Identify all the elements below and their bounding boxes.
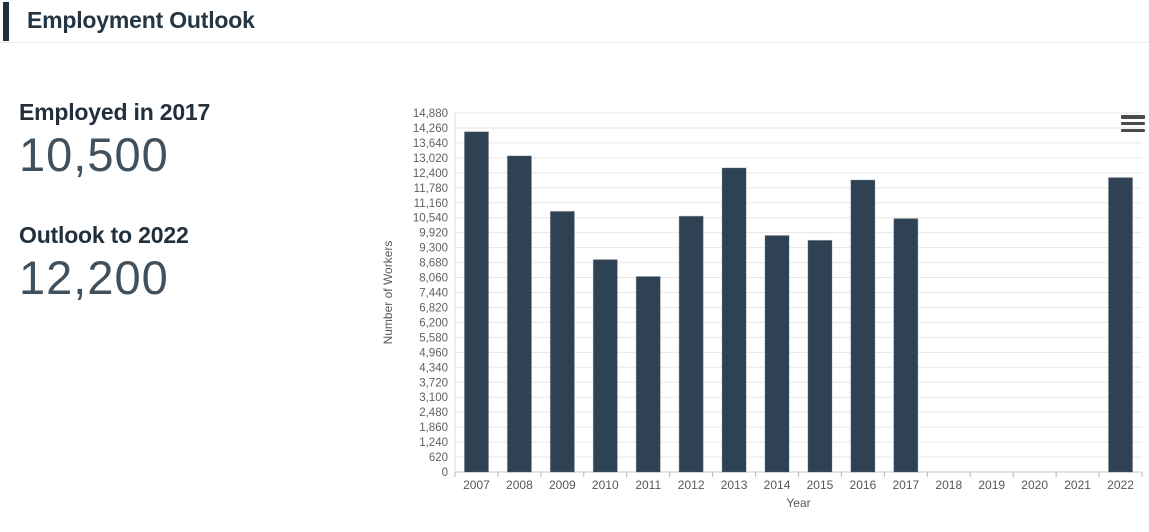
x-tick-label: 2012 [678,478,705,492]
bar-2022[interactable] [1108,177,1134,473]
page-title: Employment Outlook [27,7,255,33]
y-tick-label: 7,440 [419,288,448,300]
x-tick-label: 2013 [721,478,748,492]
y-tick-label: 2,480 [419,407,448,419]
chart-context-menu-button[interactable] [1121,114,1146,133]
employment-bar-chart: 0 620 1,240 1,860 2,480 3,100 3,720 4,340 4,960 5… [380,95,1149,532]
bar-2013[interactable] [721,167,747,473]
y-tick-label: 1,240 [419,437,448,449]
y-tick-label: 5,580 [419,332,448,344]
bar-2007[interactable] [463,131,489,473]
y-tick-label: 14,880 [413,108,448,120]
x-tick-label: 2011 [635,478,661,492]
y-tick-label: 4,960 [419,347,448,359]
bar-chart-canvas: 0 620 1,240 1,860 2,480 3,100 3,720 4,340 4,960 5… [381,108,1143,510]
x-tick-label: 2007 [463,478,490,492]
stat-employed-value: 10,500 [19,128,169,181]
x-tick-label: 2017 [892,478,919,492]
x-axis-title: Year [786,496,810,510]
x-tick-label: 2014 [764,478,791,492]
stat-employed-label: Employed in 2017 [19,99,211,125]
bar-2015[interactable] [807,239,833,473]
y-tick-label: 1,860 [419,422,448,434]
stat-outlook-value: 12,200 [19,251,169,304]
y-tick-label: 0 [442,467,448,479]
x-tick-label: 2010 [592,478,619,492]
x-tick-label: 2008 [506,478,533,492]
y-tick-label: 11,780 [414,183,448,195]
bar-2009[interactable] [549,210,575,473]
y-tick-label: 13,020 [413,153,448,165]
x-tick-label: 2015 [807,478,834,492]
bar-2014[interactable] [764,235,790,473]
stat-outlook-label: Outlook to 2022 [19,222,189,248]
y-tick-label: 4,340 [419,362,448,374]
y-tick-label: 9,300 [419,243,448,255]
x-tick-label: 2018 [935,478,962,492]
y-tick-label: 13,640 [413,138,448,150]
x-tick-label: 2021 [1064,478,1091,492]
y-tick-label: 3,100 [419,392,448,404]
y-tick-label: 6,200 [419,317,448,329]
page-header: Employment Outlook [0,0,1149,43]
y-tick-label: 14,260 [413,123,448,135]
stats-panel: Employed in 2017 10,500 Outlook to 2022 … [19,97,359,306]
hamburger-icon [1121,128,1145,132]
y-tick-label: 10,540 [413,213,448,225]
header-accent-bar [3,2,9,41]
y-tick-label: 3,720 [419,377,448,389]
y-tick-label: 8,680 [419,258,448,270]
bar-2012[interactable] [678,215,704,473]
y-tick-label: 8,060 [419,273,448,285]
bar-2010[interactable] [592,259,618,473]
bar-2016[interactable] [850,179,876,473]
stat-employed-2017: Employed in 2017 10,500 [19,97,359,183]
y-tick-label: 620 [429,452,448,464]
x-tick-label: 2022 [1107,478,1134,492]
bar-2017[interactable] [893,218,919,473]
bar-2011[interactable] [635,276,661,473]
y-tick-label: 6,820 [419,302,448,314]
bar-2008[interactable] [506,155,532,473]
hamburger-icon [1121,115,1145,119]
y-axis-title: Number of Workers [381,241,395,345]
stat-outlook-2022: Outlook to 2022 12,200 [19,220,359,306]
x-tick-label: 2016 [850,478,877,492]
y-tick-label: 11,160 [414,198,448,210]
x-tick-label: 2020 [1021,478,1048,492]
x-tick-label: 2019 [978,478,1005,492]
y-tick-label: 12,400 [413,168,448,180]
x-tick-label: 2009 [549,478,576,492]
hamburger-icon [1121,121,1145,126]
y-tick-label: 9,920 [419,228,448,240]
